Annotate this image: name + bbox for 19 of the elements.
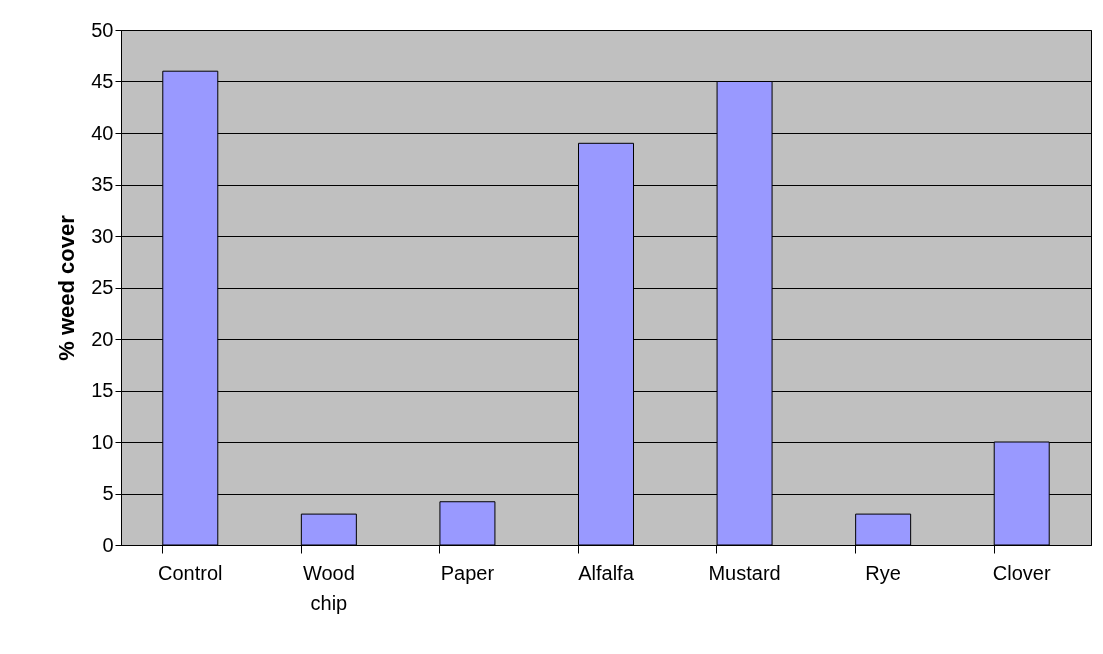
y-tick-label: 10 — [91, 430, 114, 453]
x-tick-label: Alfalfa — [578, 561, 635, 584]
y-tick-label: 35 — [91, 173, 114, 195]
y-tick-label: 20 — [91, 327, 114, 350]
y-tick-label: 5 — [102, 482, 114, 504]
y-tick-label: 50 — [91, 18, 114, 41]
y-tick-label: 25 — [91, 276, 114, 298]
y-tick-label: 30 — [91, 224, 114, 247]
x-tick-label: Mustard — [708, 561, 781, 584]
y-axis-title: % weed cover — [54, 214, 80, 361]
y-tick-label: 45 — [91, 70, 114, 92]
y-tick-label: 40 — [91, 121, 114, 144]
y-tick-label: 15 — [91, 379, 114, 401]
x-tick-label: Rye — [865, 561, 901, 584]
x-tick-label: Clover — [992, 561, 1051, 584]
x-tick-label: Paper — [440, 561, 495, 584]
y-tick-label: 0 — [102, 533, 114, 556]
x-tick-label: Control — [158, 561, 223, 584]
x-tick-label: Wood chip — [302, 561, 355, 614]
